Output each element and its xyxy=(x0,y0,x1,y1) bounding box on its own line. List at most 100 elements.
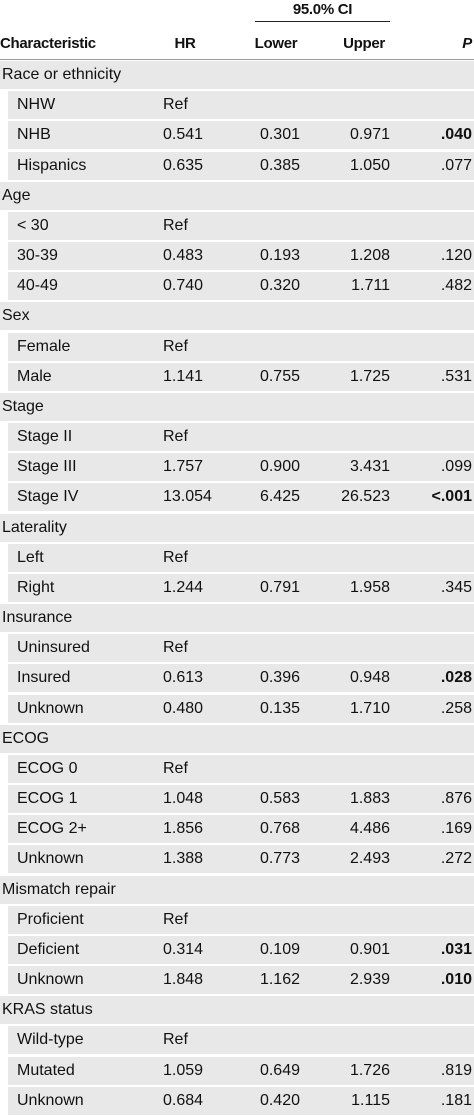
cell: 0.541 xyxy=(163,126,204,144)
group-title: KRAS status xyxy=(2,1001,93,1019)
cell: Ref xyxy=(163,759,188,777)
cell: .876 xyxy=(440,790,472,808)
cell: 0.314 xyxy=(163,940,204,958)
data-row xyxy=(8,785,474,814)
cell: Ref xyxy=(163,1031,188,1049)
data-row xyxy=(8,332,474,361)
cell: 0.420 xyxy=(259,1091,300,1109)
cell: 1.710 xyxy=(349,699,390,717)
cell: Ref xyxy=(163,216,188,234)
ci-header: 95.0% CI xyxy=(292,1,353,18)
cell: 1.059 xyxy=(163,1061,204,1079)
data-row xyxy=(8,362,474,391)
data-row xyxy=(8,664,474,693)
row-label: Left xyxy=(17,548,44,566)
cell: .819 xyxy=(440,1061,472,1079)
cell: 0.948 xyxy=(349,669,390,687)
cell: 1.711 xyxy=(351,277,390,295)
group-row xyxy=(0,513,474,542)
cell: 1.958 xyxy=(349,578,390,596)
row-label: Unknown xyxy=(17,850,84,868)
data-row xyxy=(8,121,474,150)
row-label: Unknown xyxy=(17,971,84,989)
column-header: Characteristic xyxy=(0,35,96,52)
cell: 0.613 xyxy=(163,669,204,687)
cell: 0.900 xyxy=(259,458,300,476)
cell: 2.493 xyxy=(349,850,390,868)
cell: 3.431 xyxy=(349,458,390,476)
cell: 1.388 xyxy=(163,850,204,868)
ci-rule xyxy=(255,21,390,22)
cell: 1.115 xyxy=(351,1091,390,1109)
cell: 0.396 xyxy=(259,669,300,687)
group-row xyxy=(0,302,474,331)
data-row xyxy=(8,151,474,180)
row-label: Male xyxy=(17,367,52,385)
cell: .482 xyxy=(440,277,472,295)
group-row xyxy=(0,181,474,210)
cell: 1.162 xyxy=(259,971,300,989)
cell: 0.483 xyxy=(163,247,204,265)
row-label: NHB xyxy=(17,126,51,144)
cell: 1.856 xyxy=(163,820,204,838)
data-row xyxy=(8,211,474,240)
cell: 0.193 xyxy=(259,247,300,265)
data-row xyxy=(8,754,474,783)
cell: 0.320 xyxy=(259,277,300,295)
row-label: Wild-type xyxy=(17,1031,84,1049)
row-label: ECOG 2+ xyxy=(17,820,87,838)
header-rule xyxy=(0,59,474,60)
column-header: P xyxy=(462,35,472,52)
cell: <.001 xyxy=(431,488,472,506)
row-label: Unknown xyxy=(17,699,84,717)
data-row xyxy=(8,1086,474,1115)
cell: .099 xyxy=(440,458,472,476)
column-header: Upper xyxy=(343,35,385,52)
cell: 13.054 xyxy=(163,488,212,506)
cell: 0.385 xyxy=(259,156,300,174)
data-row xyxy=(8,815,474,844)
row-label: Insured xyxy=(17,669,71,687)
data-row xyxy=(8,483,474,512)
group-row xyxy=(0,604,474,633)
cell: 1.048 xyxy=(163,790,204,808)
data-row xyxy=(8,694,474,723)
row-label: Proficient xyxy=(17,910,84,928)
cell: 0.649 xyxy=(259,1061,300,1079)
group-title: Mismatch repair xyxy=(2,880,116,898)
cell: 0.971 xyxy=(349,126,390,144)
cell: .272 xyxy=(440,850,472,868)
cell: 2.939 xyxy=(349,971,390,989)
cell: 6.425 xyxy=(259,488,300,506)
cell: .010 xyxy=(440,971,472,989)
data-row xyxy=(8,423,474,452)
cell: 1.848 xyxy=(163,971,204,989)
row-label: < 30 xyxy=(17,216,49,234)
data-row xyxy=(8,242,474,271)
column-header: HR xyxy=(174,35,196,52)
cell: 0.480 xyxy=(163,699,204,717)
group-row xyxy=(0,61,474,89)
row-label: ECOG 0 xyxy=(17,759,78,777)
cell: 0.773 xyxy=(259,850,300,868)
cell: 1.883 xyxy=(349,790,390,808)
data-row xyxy=(8,573,474,602)
data-row xyxy=(8,1056,474,1085)
data-row xyxy=(8,966,474,995)
group-title: Race or ethnicity xyxy=(2,66,122,83)
data-row xyxy=(8,845,474,874)
cell: 0.109 xyxy=(259,940,300,958)
cell: 0.135 xyxy=(259,699,300,717)
column-header: Lower xyxy=(254,35,298,52)
cell: Ref xyxy=(163,910,188,928)
data-row xyxy=(8,905,474,934)
group-title: Insurance xyxy=(2,609,73,627)
cell: .258 xyxy=(440,699,472,717)
cell: Ref xyxy=(163,548,188,566)
cell: 1.244 xyxy=(163,578,204,596)
group-title: Sex xyxy=(2,307,30,325)
cell: .120 xyxy=(440,247,472,265)
data-row xyxy=(8,91,474,120)
cell: .040 xyxy=(440,126,472,144)
